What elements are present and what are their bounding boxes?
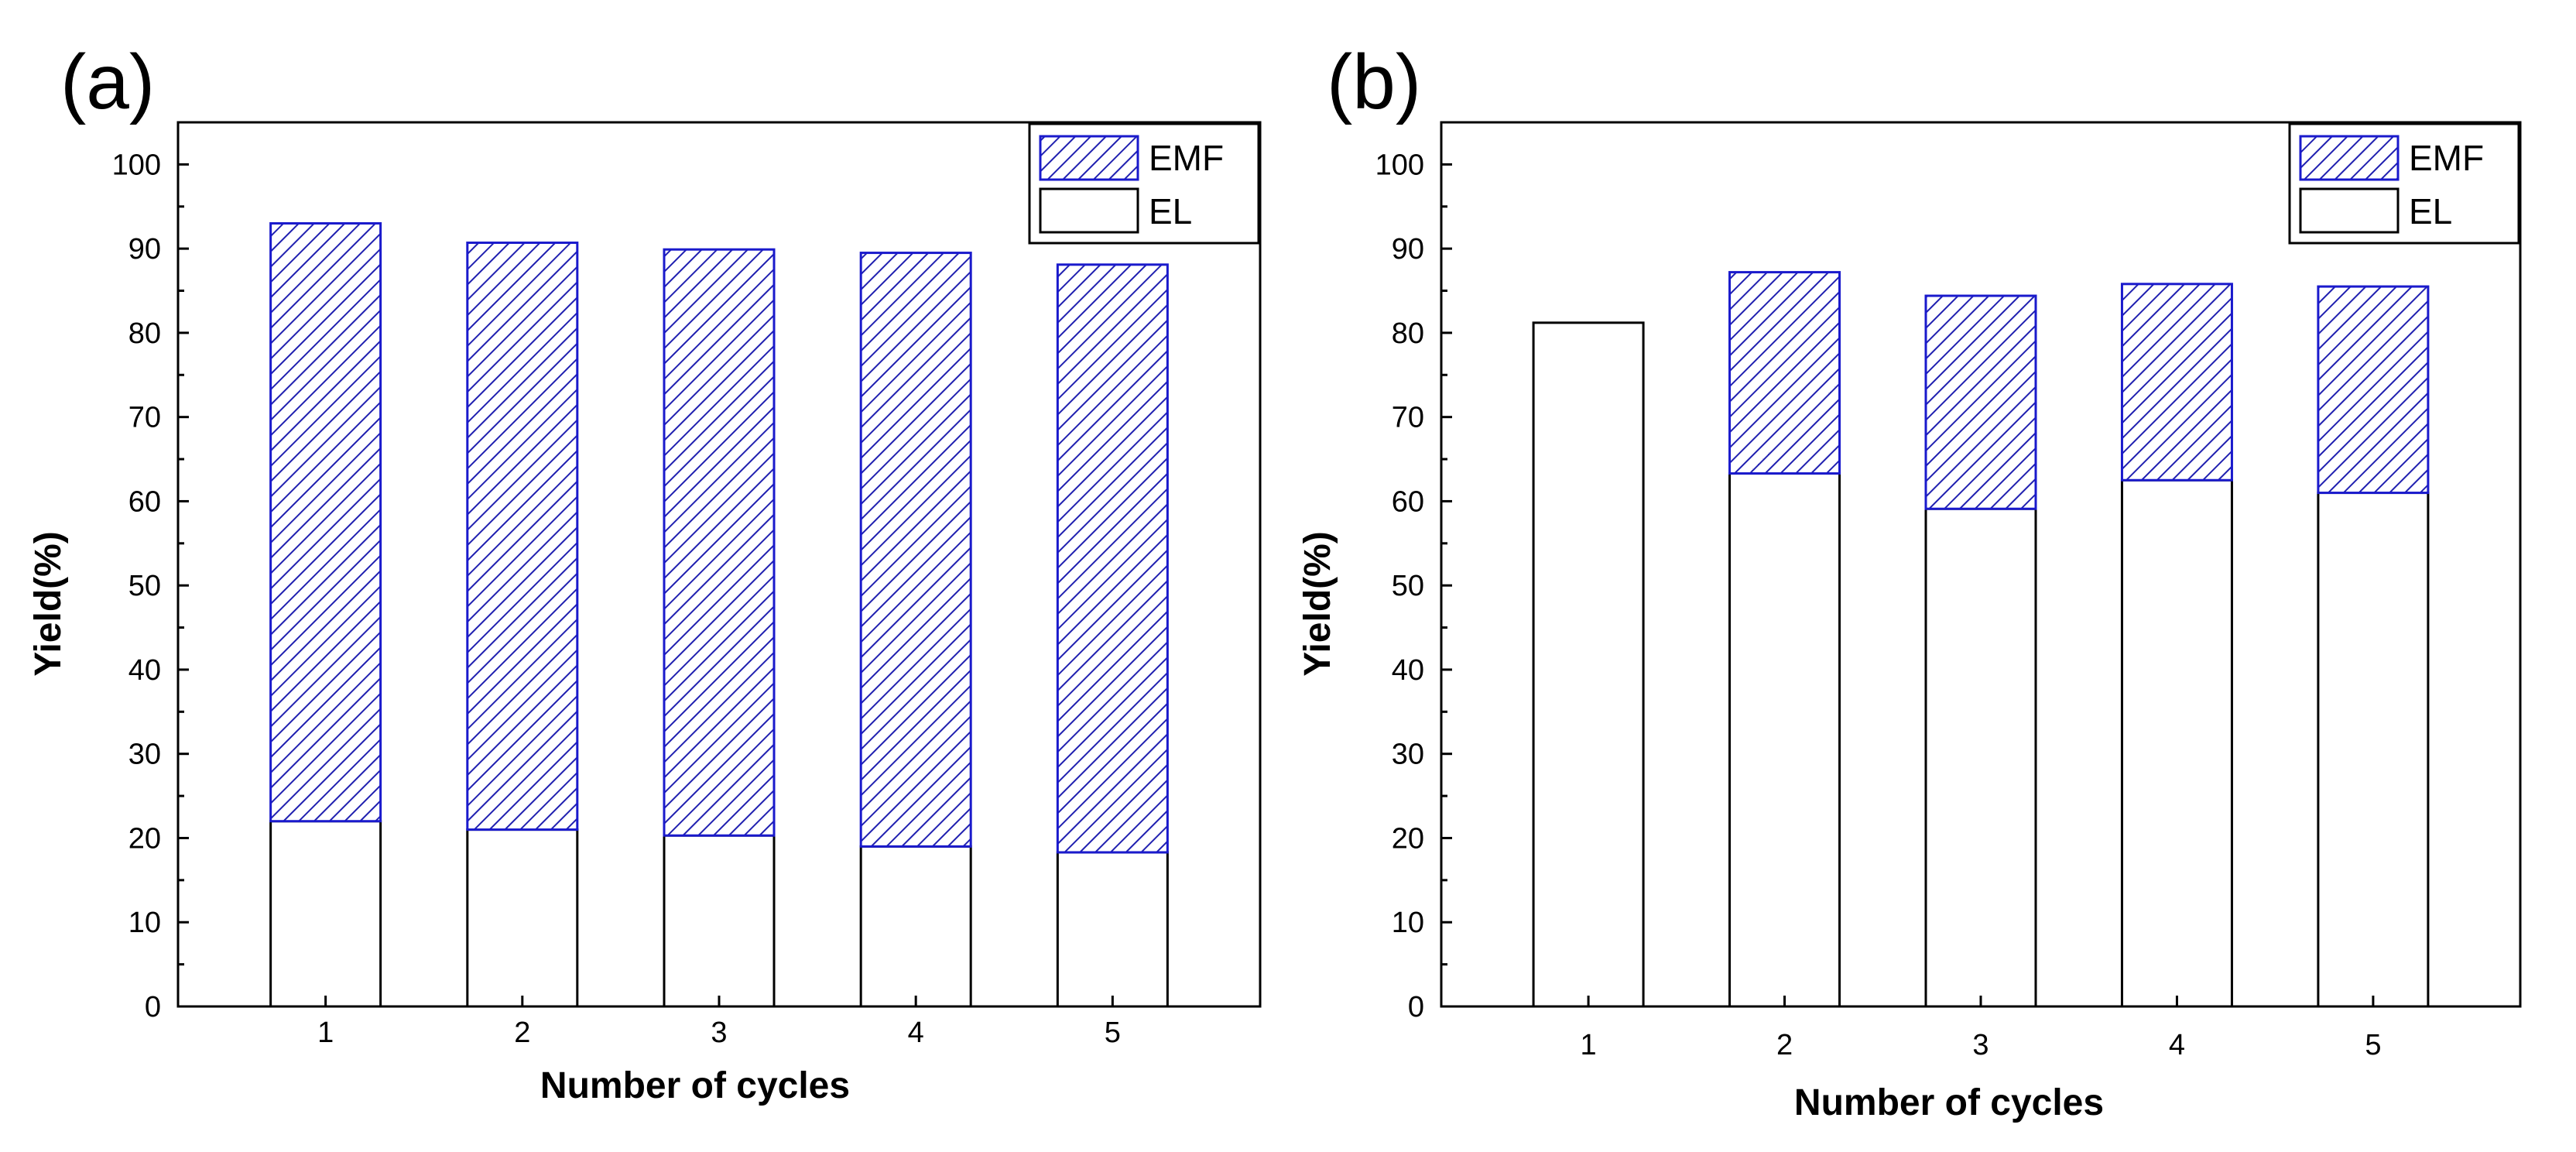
y-tick-label: 50: [1392, 570, 1424, 602]
y-tick-label: 90: [128, 233, 161, 266]
bar-emf-cycle-1: [269, 222, 382, 823]
bar-emf-cycle-2: [466, 242, 579, 831]
y-axis-title: Yield(%): [28, 531, 69, 677]
bar-marks: [269, 222, 1169, 1008]
bar-el-cycle-5: [2317, 492, 2430, 1008]
x-tick-label: 4: [2169, 1029, 2185, 1061]
y-tick-label: 70: [128, 402, 161, 434]
bar-el-cycle-3: [663, 834, 776, 1008]
bar-el-cycle-2: [1728, 472, 1841, 1008]
legend-label-emf: EMF: [1149, 138, 1224, 178]
x-tick-label: 5: [1105, 1017, 1121, 1049]
x-tick-label: 3: [711, 1017, 727, 1049]
y-tick-label: 60: [128, 485, 161, 518]
legend-swatch-el: [1039, 187, 1139, 234]
x-axis-title: Number of cycles: [540, 1065, 850, 1106]
y-tick-label: 80: [128, 317, 161, 350]
bar-el-cycle-5: [1056, 851, 1169, 1008]
y-tick-label: 100: [1375, 149, 1424, 181]
chart-panel-a: (a) Yield(%) Number of cycles 0 10 20 30 40 5…: [28, 39, 1262, 1106]
y-tick-label: 20: [1392, 822, 1424, 855]
x-axis-ticks: 1 2 3 4 5: [317, 996, 1121, 1049]
bar-el-cycle-4: [2120, 478, 2233, 1008]
plot-frame: [1440, 121, 2522, 1008]
bar-emf-cycle-5: [2317, 285, 2430, 495]
legend-label-el: EL: [1149, 191, 1192, 231]
x-axis-ticks: 1 2 3 4 5: [1581, 996, 2381, 1061]
bar-emf-cycle-2: [1728, 271, 1841, 475]
legend-swatch-el: [2299, 187, 2400, 234]
y-tick-label: 30: [1392, 739, 1424, 771]
y-tick-label: 20: [128, 822, 161, 855]
plot-frame: [176, 121, 1262, 1008]
legend-label-el: EL: [2409, 191, 2452, 231]
x-tick-label: 1: [317, 1017, 334, 1049]
x-tick-label: 4: [908, 1017, 924, 1049]
x-tick-label: 1: [1581, 1029, 1597, 1061]
panel-label: (b): [1327, 39, 1421, 125]
y-tick-label: 10: [128, 907, 161, 939]
y-axis-ticks: 0 10 20 30 40 50 60 70 80 90 100: [112, 149, 189, 1023]
y-tick-label: 0: [1408, 991, 1424, 1023]
legend-swatch-emf: [2299, 135, 2400, 181]
bar-marks: [1532, 271, 2430, 1008]
bar-el-cycle-2: [466, 828, 579, 1008]
x-tick-label: 3: [1972, 1029, 1989, 1061]
y-axis-title: Yield(%): [1297, 531, 1338, 677]
y-tick-label: 100: [112, 149, 161, 181]
y-tick-label: 40: [1392, 654, 1424, 687]
bar-emf-cycle-4: [859, 252, 972, 848]
y-axis-ticks: 0 10 20 30 40 50 60 70 80 90 100: [1375, 149, 1452, 1023]
bar-emf-cycle-3: [1924, 294, 2037, 510]
x-axis-title: Number of cycles: [1794, 1082, 2104, 1123]
x-tick-label: 5: [2365, 1029, 2381, 1061]
y-tick-label: 0: [145, 991, 161, 1023]
y-tick-label: 40: [128, 654, 161, 687]
y-tick-label: 30: [128, 739, 161, 771]
x-tick-label: 2: [1776, 1029, 1793, 1061]
bar-el-cycle-4: [859, 845, 972, 1008]
y-tick-label: 50: [128, 570, 161, 602]
y-tick-label: 90: [1392, 233, 1424, 266]
bar-el-cycle-1: [269, 820, 382, 1008]
bar-emf-cycle-5: [1056, 263, 1169, 854]
legend: EMF EL: [2288, 122, 2520, 245]
panel-label: (a): [60, 39, 155, 125]
y-tick-label: 10: [1392, 907, 1424, 939]
y-tick-label: 80: [1392, 317, 1424, 350]
chart-panel-b: (b) Yield(%) Number of cycles 0 10 20 30 40 5…: [1297, 39, 2522, 1123]
bar-emf-cycle-4: [2120, 283, 2233, 482]
bar-el-cycle-1: [1532, 321, 1645, 1008]
legend: EMF EL: [1028, 122, 1260, 245]
y-tick-label: 70: [1392, 402, 1424, 434]
x-tick-label: 2: [514, 1017, 530, 1049]
bar-el-cycle-3: [1924, 507, 2037, 1008]
y-tick-label: 60: [1392, 485, 1424, 518]
bar-emf-cycle-3: [663, 248, 776, 837]
legend-label-emf: EMF: [2409, 138, 2484, 178]
legend-swatch-emf: [1039, 135, 1139, 181]
